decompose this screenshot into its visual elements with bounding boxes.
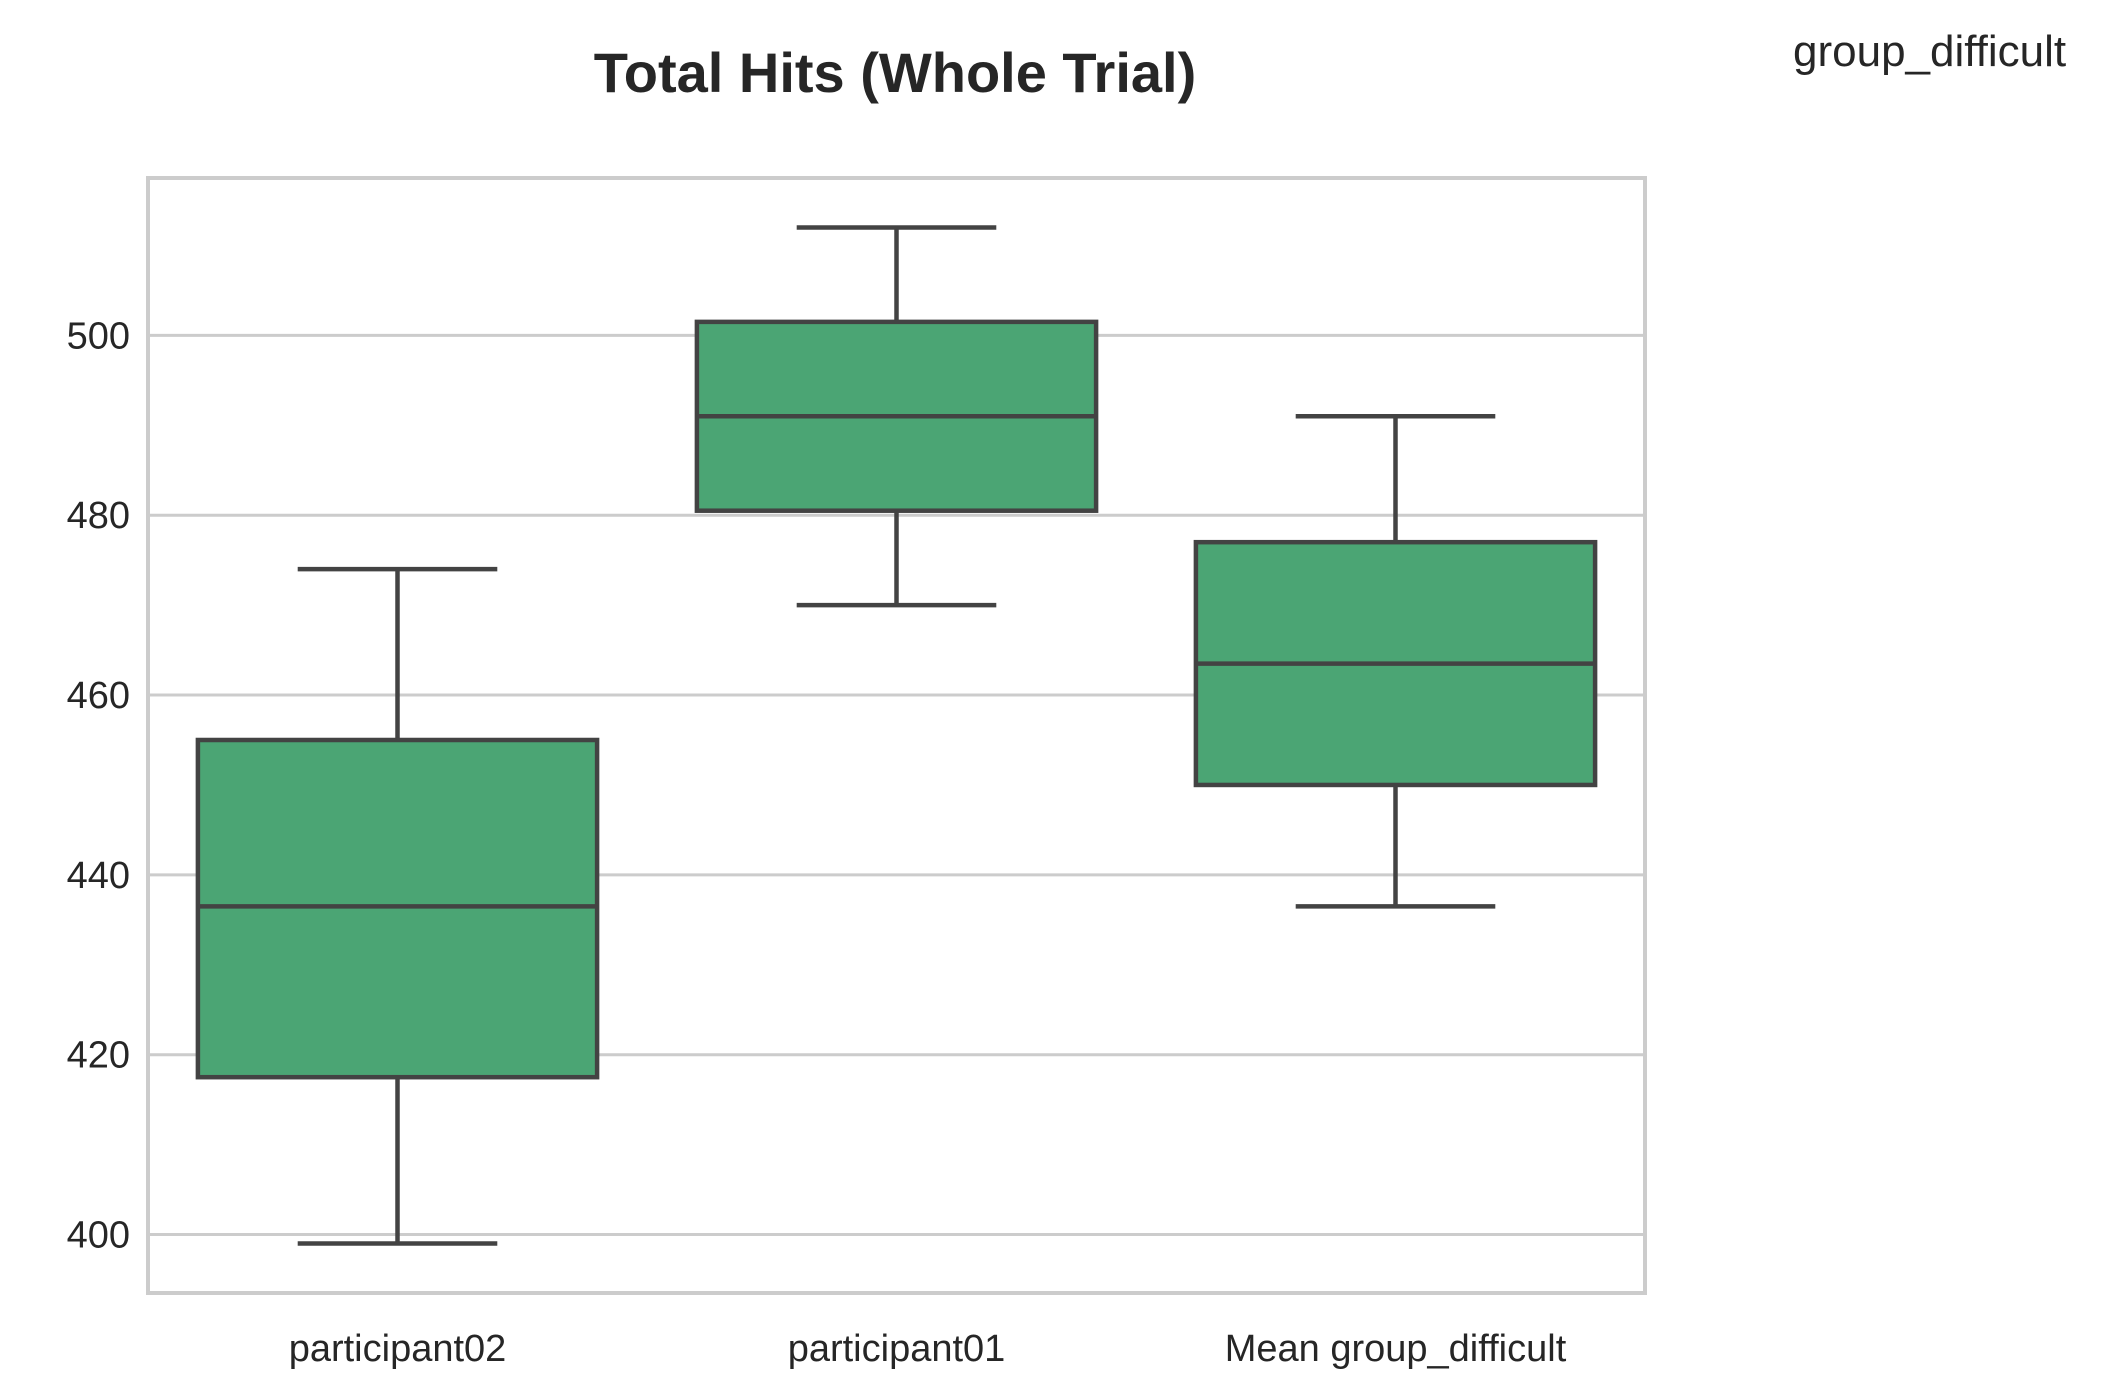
- y-tick-label-400: 400: [67, 1215, 130, 1257]
- box-participant02: [195, 566, 600, 1246]
- y-axis-ticks: 400 420 440 460 480 500: [67, 315, 130, 1256]
- y-tick-label-480: 480: [67, 495, 130, 537]
- y-tick-label-420: 420: [67, 1035, 130, 1077]
- x-tick-label-2: Mean group_difficult: [1225, 1328, 1567, 1370]
- box-plots: [195, 225, 1598, 1246]
- x-tick-label-1: participant01: [788, 1328, 1006, 1370]
- group-label: group_difficult: [1793, 27, 2066, 76]
- box-participant01: [694, 225, 1099, 608]
- x-axis-ticks: participant02 participant01 Mean group_dif…: [289, 1328, 1567, 1370]
- y-tick-label-440: 440: [67, 855, 130, 897]
- x-tick-label-0: participant02: [289, 1328, 507, 1370]
- chart-title: Total Hits (Whole Trial): [594, 41, 1197, 104]
- plot-frame: [146, 176, 1647, 1295]
- y-tick-label-500: 500: [67, 315, 130, 357]
- box-mean-group_difficult: [1193, 414, 1598, 909]
- y-tick-label-460: 460: [67, 675, 130, 717]
